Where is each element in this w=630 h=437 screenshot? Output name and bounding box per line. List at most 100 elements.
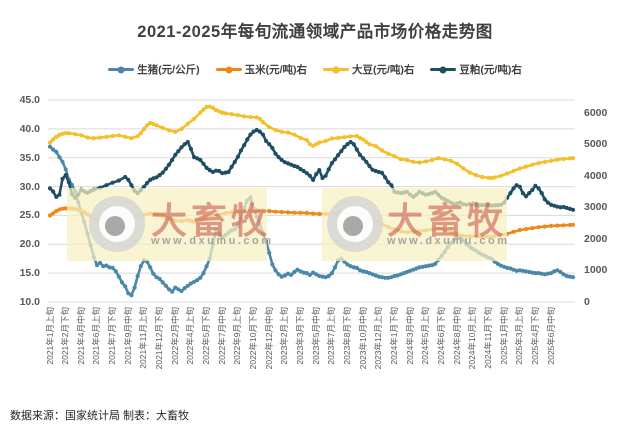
series-pig-marker: [433, 261, 438, 266]
series-soybean-marker: [367, 142, 372, 147]
x-axis-tick-label: 2024年5月上旬: [420, 307, 431, 365]
series-soybean-marker: [110, 133, 115, 139]
series-soybean-marker: [298, 135, 303, 140]
series-pig-marker: [204, 264, 209, 269]
series-soybean-meal-marker: [570, 207, 576, 212]
series-pig-marker: [292, 269, 297, 275]
right-axis-tick-label: 5000: [584, 138, 608, 151]
series-corn-marker: [570, 222, 576, 227]
series-pig-marker: [408, 268, 413, 273]
series-soybean-marker: [192, 116, 197, 121]
series-soybean-meal-marker: [351, 142, 356, 147]
series-soybean-marker: [242, 114, 247, 119]
series-soybean-line: [48, 105, 575, 180]
series-pig-marker: [201, 271, 206, 276]
series-soybean-meal-marker: [279, 157, 284, 163]
series-soybean-marker: [54, 134, 59, 139]
series-soybean-meal-marker: [204, 165, 209, 170]
series-soybean-marker: [207, 104, 212, 109]
x-axis-tick-label: 2022年12月中旬: [263, 307, 274, 370]
series-soybean-meal-marker: [251, 129, 256, 134]
legend-label-pig: 生猪(元/公斤): [137, 64, 200, 76]
series-soybean-meal-marker: [520, 191, 526, 196]
series-soybean-meal-marker: [339, 149, 344, 154]
series-soybean-marker: [116, 133, 121, 138]
series-soybean-marker: [379, 148, 385, 153]
series-soybean-marker: [411, 159, 416, 164]
series-pig-marker: [533, 271, 538, 276]
series-soybean-marker: [267, 125, 272, 130]
series-soybean-meal-marker: [229, 164, 234, 169]
series-soybean-marker: [373, 144, 378, 149]
series-pig-marker: [54, 149, 59, 154]
series-soybean-marker: [292, 132, 297, 137]
x-axis-tick-label: 2021年2月下旬: [60, 307, 71, 365]
series-soybean-meal-marker: [361, 156, 366, 161]
series-pig-marker: [119, 280, 125, 285]
series-soybean-meal-marker: [195, 156, 200, 161]
right-axis-tick-label: 1000: [584, 264, 608, 277]
series-soybean-meal-marker: [226, 169, 231, 175]
series-soybean-marker: [486, 175, 491, 180]
series-soybean-meal-marker: [145, 180, 150, 186]
series-soybean-meal-marker: [123, 174, 128, 180]
x-axis-tick-label: 2023年5月中旬: [310, 307, 321, 365]
series-soybean-marker: [151, 121, 156, 127]
watermark-right: 大畜牧 www.dxumu.com: [322, 188, 507, 261]
series-soybean-marker: [307, 142, 312, 147]
series-soybean-marker: [204, 104, 209, 109]
legend-item-corn: 玉米(元/吨)右: [215, 62, 307, 77]
series-pig-marker: [357, 268, 363, 273]
x-axis-tick-label: 2021年4月中旬: [75, 307, 86, 365]
series-soybean-meal-marker: [527, 191, 532, 196]
series-pig-marker: [173, 285, 178, 290]
series-pig-marker: [298, 269, 303, 274]
series-corn-marker: [517, 227, 522, 233]
series-soybean-meal-marker: [345, 142, 350, 147]
x-axis-tick-label: 2023年8月下旬: [342, 307, 352, 365]
series-pig-marker: [94, 263, 100, 268]
series-soybean-meal-marker: [198, 157, 203, 163]
x-axis-tick-label: 2023年3月下旬: [295, 307, 306, 365]
series-soybean-meal-marker: [242, 143, 247, 148]
series-soybean-marker: [173, 129, 178, 134]
series-pig-marker: [198, 275, 203, 280]
series-corn-marker: [54, 209, 59, 214]
series-pig-marker: [185, 283, 190, 288]
series-soybean-marker: [220, 110, 225, 115]
series-soybean-marker: [442, 157, 447, 162]
legend-label-soybean: 大豆(元/吨)右: [352, 64, 415, 76]
series-soybean-marker: [417, 160, 422, 165]
series-soybean-meal-marker: [348, 139, 353, 145]
series-soybean-meal-marker: [314, 172, 319, 177]
series-pig-marker: [163, 283, 168, 288]
left-axis-tick-label: 20.0: [19, 238, 40, 251]
series-soybean-marker: [98, 135, 103, 140]
series-soybean-marker: [154, 123, 159, 128]
series-soybean-meal-marker: [179, 145, 184, 150]
series-soybean-marker: [79, 133, 84, 138]
x-axis-tick-label: 2025年6月中旬: [545, 307, 556, 365]
series-soybean-marker: [448, 158, 453, 163]
series-soybean-meal-marker: [564, 205, 569, 210]
series-pig-marker: [176, 287, 181, 292]
series-soybean-marker: [210, 105, 215, 110]
series-corn-marker: [317, 211, 322, 216]
series-pig-marker: [157, 276, 162, 281]
series-soybean-meal-marker: [558, 205, 563, 210]
x-axis-tick-label: 2022年4月上旬: [185, 307, 196, 365]
series-soybean-meal-marker: [317, 168, 322, 173]
series-soybean-marker: [323, 138, 328, 144]
series-pig-marker: [383, 275, 388, 280]
series-soybean-meal-marker: [267, 142, 272, 147]
series-soybean-marker: [311, 143, 316, 148]
series-soybean-meal-marker: [238, 148, 244, 153]
series-soybean-marker: [129, 136, 134, 141]
series-soybean-marker: [248, 114, 253, 120]
series-pig-marker: [63, 167, 68, 172]
x-axis-tick-label: 2024年11月下旬: [482, 307, 493, 369]
series-soybean-marker: [229, 112, 234, 117]
series-pig-marker: [426, 263, 431, 268]
series-soybean-meal-marker: [207, 168, 212, 173]
series-soybean-meal-marker: [301, 168, 306, 174]
